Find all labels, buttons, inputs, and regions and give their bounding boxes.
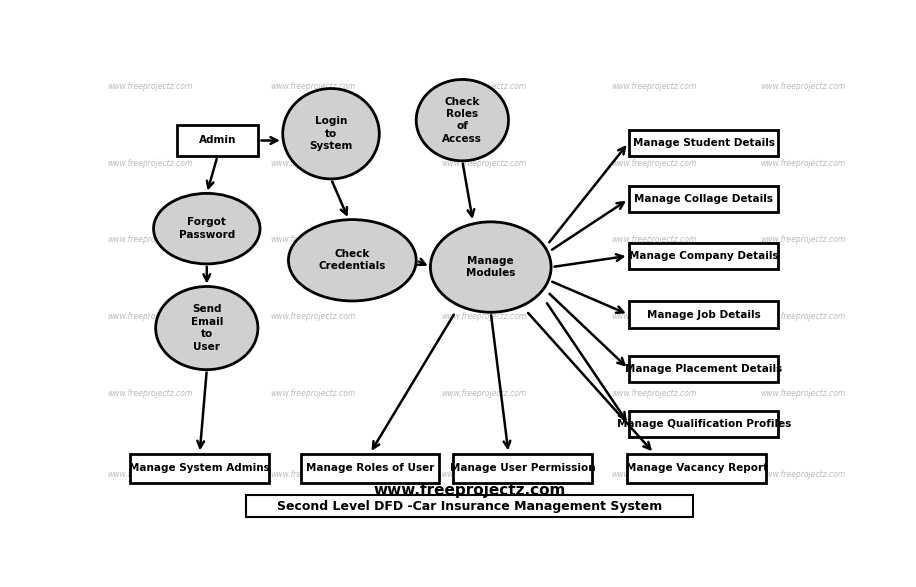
Text: Login
to
System: Login to System <box>310 116 353 151</box>
Bar <box>177 124 258 156</box>
Bar <box>300 454 440 483</box>
Text: www.freeprojectz.com: www.freeprojectz.com <box>441 158 527 168</box>
Text: Manage System Admins: Manage System Admins <box>129 463 270 473</box>
Bar <box>629 186 779 212</box>
Text: Manage Vacancy Report: Manage Vacancy Report <box>626 463 768 473</box>
Text: www.freeprojectz.com: www.freeprojectz.com <box>760 389 845 398</box>
Text: www.freeprojectz.com: www.freeprojectz.com <box>611 470 697 480</box>
Text: Manage
Modules: Manage Modules <box>466 256 516 278</box>
Ellipse shape <box>283 89 379 179</box>
Text: Check
Roles
of
Access: Check Roles of Access <box>442 96 483 144</box>
Text: www.freeprojectz.com: www.freeprojectz.com <box>270 158 356 168</box>
Text: www.freeprojectz.com: www.freeprojectz.com <box>760 158 845 168</box>
Text: www.freeprojectz.com: www.freeprojectz.com <box>107 158 192 168</box>
Text: Manage User Permission: Manage User Permission <box>450 463 595 473</box>
Bar <box>629 130 779 156</box>
Text: www.freeprojectz.com: www.freeprojectz.com <box>611 158 697 168</box>
Text: www.freeprojectz.com: www.freeprojectz.com <box>270 235 356 244</box>
Text: Send
Email
to
User: Send Email to User <box>191 305 223 352</box>
Text: www.freeprojectz.com: www.freeprojectz.com <box>760 235 845 244</box>
Text: Manage Collage Details: Manage Collage Details <box>634 194 773 204</box>
Bar <box>453 454 592 483</box>
Text: www.freeprojectz.com: www.freeprojectz.com <box>441 312 527 321</box>
Bar <box>629 411 779 437</box>
Text: www.freeprojectz.com: www.freeprojectz.com <box>441 82 527 91</box>
Text: www.freeprojectz.com: www.freeprojectz.com <box>441 470 527 480</box>
Bar <box>629 301 779 328</box>
Ellipse shape <box>431 222 551 312</box>
Text: Admin: Admin <box>199 136 236 146</box>
Text: www.freeprojectz.com: www.freeprojectz.com <box>760 82 845 91</box>
Text: www.freeprojectz.com: www.freeprojectz.com <box>760 312 845 321</box>
Text: www.freeprojectz.com: www.freeprojectz.com <box>107 312 192 321</box>
Text: Manage Job Details: Manage Job Details <box>647 309 760 319</box>
Text: www.freeprojectz.com: www.freeprojectz.com <box>611 389 697 398</box>
Bar <box>245 495 693 517</box>
Text: www.freeprojectz.com: www.freeprojectz.com <box>441 235 527 244</box>
Text: Manage Student Details: Manage Student Details <box>633 138 775 148</box>
Text: www.freeprojectz.com: www.freeprojectz.com <box>760 470 845 480</box>
Ellipse shape <box>156 286 258 370</box>
Text: www.freeprojectz.com: www.freeprojectz.com <box>270 470 356 480</box>
Bar <box>629 242 779 269</box>
Text: www.freeprojectz.com: www.freeprojectz.com <box>441 389 527 398</box>
Text: Forgot
Password: Forgot Password <box>179 217 234 240</box>
Bar <box>627 454 766 483</box>
Text: www.freeprojectz.com: www.freeprojectz.com <box>107 82 192 91</box>
Text: www.freeprojectz.com: www.freeprojectz.com <box>107 235 192 244</box>
Ellipse shape <box>154 193 260 264</box>
Bar <box>629 356 779 382</box>
Text: www.freeprojectz.com: www.freeprojectz.com <box>270 312 356 321</box>
Text: Manage Company Details: Manage Company Details <box>629 251 779 261</box>
Ellipse shape <box>289 220 416 301</box>
Text: www.freeprojectz.com: www.freeprojectz.com <box>373 483 566 498</box>
Text: www.freeprojectz.com: www.freeprojectz.com <box>611 235 697 244</box>
Text: www.freeprojectz.com: www.freeprojectz.com <box>611 82 697 91</box>
Text: www.freeprojectz.com: www.freeprojectz.com <box>107 470 192 480</box>
Ellipse shape <box>416 79 508 161</box>
Text: www.freeprojectz.com: www.freeprojectz.com <box>611 312 697 321</box>
Text: Check
Credentials: Check Credentials <box>319 249 386 271</box>
Text: www.freeprojectz.com: www.freeprojectz.com <box>270 82 356 91</box>
Text: Manage Placement Details: Manage Placement Details <box>625 364 782 374</box>
Text: www.freeprojectz.com: www.freeprojectz.com <box>107 389 192 398</box>
Text: Manage Qualification Profiles: Manage Qualification Profiles <box>616 419 791 429</box>
Text: Second Level DFD -Car Insurance Management System: Second Level DFD -Car Insurance Manageme… <box>277 500 662 512</box>
Bar <box>130 454 269 483</box>
Text: www.freeprojectz.com: www.freeprojectz.com <box>270 389 356 398</box>
Text: Manage Roles of User: Manage Roles of User <box>306 463 434 473</box>
